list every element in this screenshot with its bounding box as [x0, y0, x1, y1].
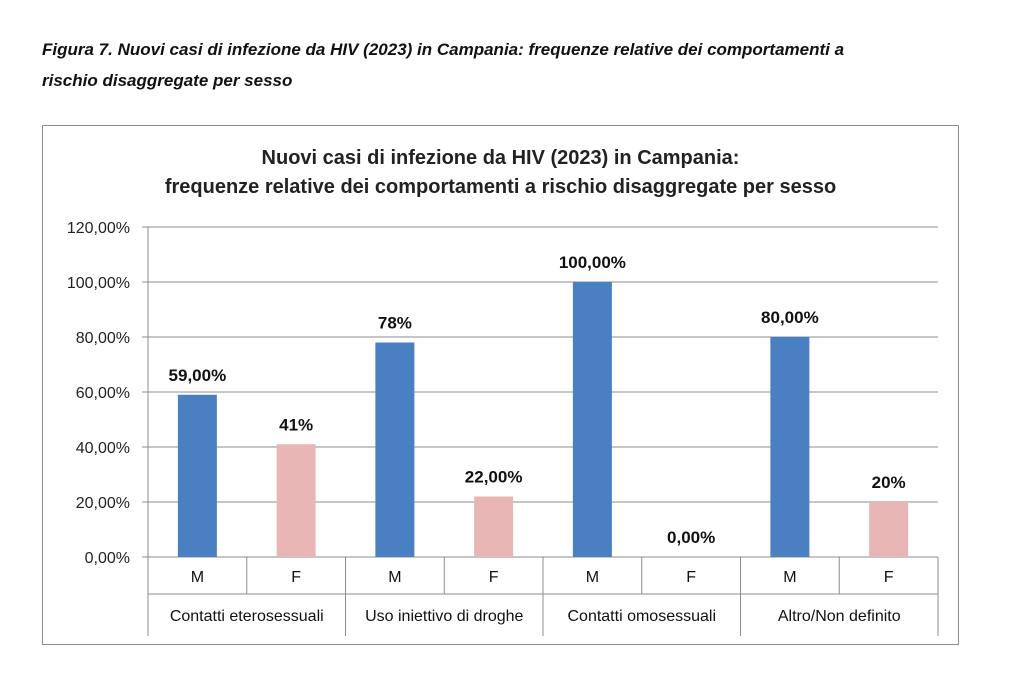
- bar-chart-plot: 0,00% 20,00% 40,00% 60,00% 80,00% 100,00% 120,…: [67, 220, 939, 636]
- x-group-label: Contatti omosessuali: [567, 608, 716, 625]
- y-tick-label: 100,00%: [67, 275, 130, 292]
- bar-m: [572, 282, 612, 557]
- bar-m: [177, 394, 217, 557]
- x-sub-category-label: F: [489, 569, 499, 586]
- bar-f: [474, 496, 514, 557]
- chart-title: Nuovi casi di infezione da HIV (2023) in…: [43, 144, 958, 202]
- data-label: 22,00%: [465, 468, 523, 487]
- y-tick-label: 40,00%: [76, 440, 130, 457]
- x-group-label: Contatti eterosessuali: [170, 608, 324, 625]
- data-label: 59,00%: [169, 366, 227, 385]
- y-tick-label: 80,00%: [76, 330, 130, 347]
- figure-caption-line-1: Figura 7. Nuovi casi di infezione da HIV…: [42, 40, 845, 59]
- data-label: 78%: [378, 314, 412, 333]
- bar-f: [869, 502, 909, 557]
- y-tick-label: 120,00%: [67, 220, 130, 237]
- x-sub-category-label: F: [686, 569, 696, 586]
- y-tick-label: 60,00%: [76, 385, 130, 402]
- data-label: 0,00%: [667, 528, 715, 547]
- data-label: 80,00%: [761, 308, 819, 327]
- bar-m: [770, 337, 810, 557]
- x-sub-category-label: F: [291, 569, 301, 586]
- bar-f: [276, 444, 316, 557]
- data-label: 100,00%: [559, 253, 626, 272]
- chart-title-line-1: Nuovi casi di infezione da HIV (2023) in…: [261, 147, 740, 169]
- x-sub-category-label: M: [191, 569, 204, 586]
- x-group-label: Uso iniettivo di droghe: [365, 608, 523, 625]
- chart-frame: Nuovi casi di infezione da HIV (2023) in…: [42, 125, 959, 645]
- x-sub-category-label: F: [884, 569, 894, 586]
- x-sub-category-label: M: [586, 569, 599, 586]
- figure-caption-line-2: rischio disaggregate per sesso: [42, 71, 293, 90]
- chart-title-line-2: frequenze relative dei comportamenti a r…: [164, 176, 837, 198]
- figure-caption: Figura 7. Nuovi casi di infezione da HIV…: [42, 34, 1002, 96]
- y-tick-label: 0,00%: [85, 550, 130, 567]
- data-label: 41%: [279, 415, 313, 434]
- y-tick-label: 20,00%: [76, 495, 130, 512]
- x-sub-category-label: M: [783, 569, 796, 586]
- data-label: 20%: [872, 473, 906, 492]
- x-group-label: Altro/Non definito: [778, 608, 901, 625]
- x-sub-category-label: M: [388, 569, 401, 586]
- bar-m: [375, 342, 415, 557]
